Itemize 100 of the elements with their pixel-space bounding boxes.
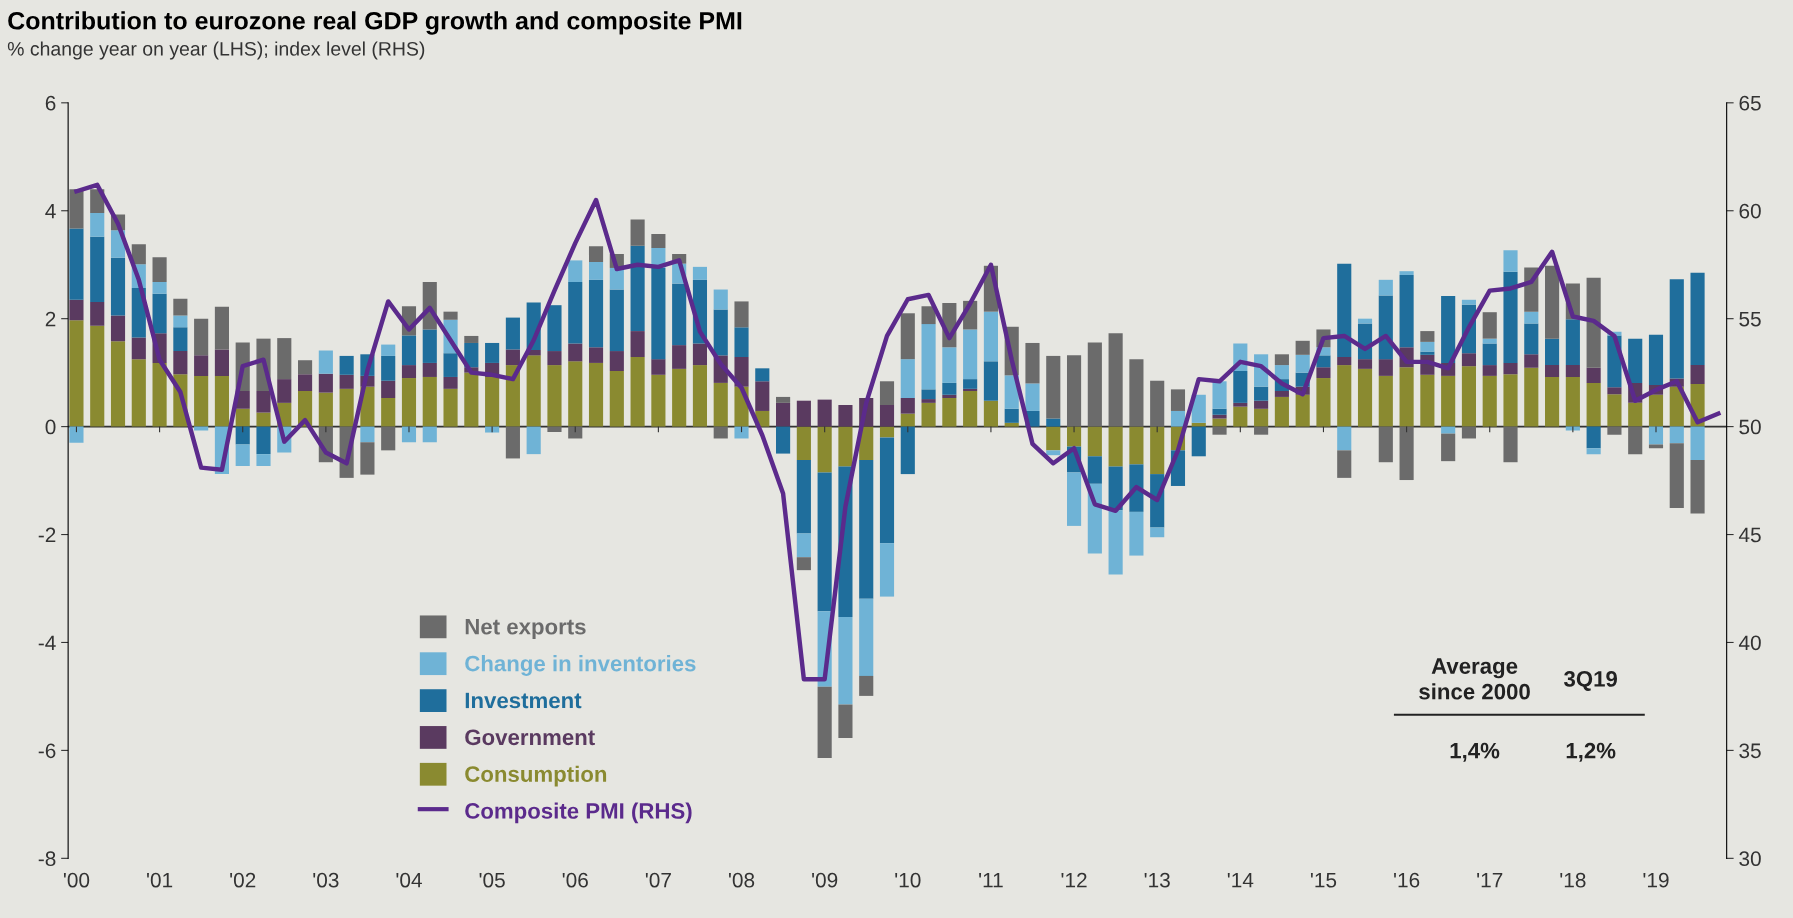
bar [443,311,458,320]
bar [194,318,209,356]
bar [1399,274,1414,348]
bar [879,381,895,406]
y2-tick-label: 35 [1739,743,1761,759]
y-tick-label: 6 [45,95,56,111]
bar [651,374,666,427]
bar [1254,400,1269,409]
bar [568,361,583,427]
bar [360,442,375,475]
bar [983,400,998,427]
bar [1274,365,1289,380]
y2-tick-label: 50 [1739,419,1761,435]
y-tick-label: 4 [45,203,56,219]
bar [1046,426,1061,451]
bar [547,365,562,427]
x-tick-label: '08 [729,872,755,888]
bar [1025,342,1040,384]
bar [713,382,728,427]
bar [1295,354,1310,373]
bar [630,219,645,246]
bar [485,426,500,433]
bar [630,331,645,357]
x-tick-label: '05 [479,872,505,888]
bar [1524,367,1539,427]
bar [422,376,437,427]
bar [838,617,853,705]
bar [318,392,333,427]
bar [256,454,271,466]
x-tick-label: '02 [230,872,256,888]
bar [1628,338,1643,383]
legend-label: Composite PMI (RHS) [465,802,692,824]
bar [1524,354,1539,368]
bar [692,365,708,427]
bar [547,305,562,352]
bar [879,426,895,438]
bar [422,426,437,443]
bar [1004,422,1019,427]
bar [1357,359,1373,369]
bar [1545,365,1560,377]
x-tick-label: '00 [63,872,90,888]
x-tick-label: '10 [895,872,921,888]
bar [900,313,915,360]
bar [879,543,895,597]
bar [1170,410,1186,427]
bar [381,426,396,451]
bar [755,368,770,382]
bar [630,356,645,427]
bar [1565,319,1580,366]
bar [963,390,978,427]
bar [318,350,333,374]
bar [942,394,957,399]
bar [277,338,292,380]
bar [1212,418,1227,427]
bar [796,557,811,571]
bar [1524,311,1539,324]
bar [526,426,541,455]
bar [90,236,105,302]
bar [1233,406,1248,427]
bar [505,349,520,366]
bar [443,388,458,427]
bar [1482,312,1497,339]
bar [1274,396,1289,427]
y-tick-label: -4 [38,635,56,651]
bar [672,368,687,427]
bar [1690,272,1705,366]
bar [131,244,146,265]
bar [963,329,978,380]
bar [401,365,417,379]
y2-tick-label: 45 [1738,527,1761,543]
bar [776,396,791,403]
bar [568,426,583,439]
bar [1669,443,1684,509]
bar [1212,381,1227,409]
bar [1295,340,1310,355]
bar [568,281,583,344]
bar [734,327,749,357]
bar [734,301,749,328]
bar [1461,353,1477,367]
bar [1357,368,1373,427]
bar [1295,394,1310,427]
bar [235,426,250,445]
bar [630,245,645,332]
bar [1441,426,1456,434]
bar [110,257,126,316]
bar [1690,365,1705,384]
bar [859,675,874,696]
bar [1129,359,1144,427]
bar [1565,376,1580,427]
bar [1337,426,1352,451]
bar [1420,374,1435,427]
bar [69,228,84,300]
bar [1461,426,1477,439]
bar [1503,374,1518,427]
bar [1357,318,1373,324]
bar [609,289,624,352]
bar [298,360,313,375]
bar [1316,367,1331,379]
bar [256,412,271,427]
legend-label: Change in inventories [465,655,696,676]
